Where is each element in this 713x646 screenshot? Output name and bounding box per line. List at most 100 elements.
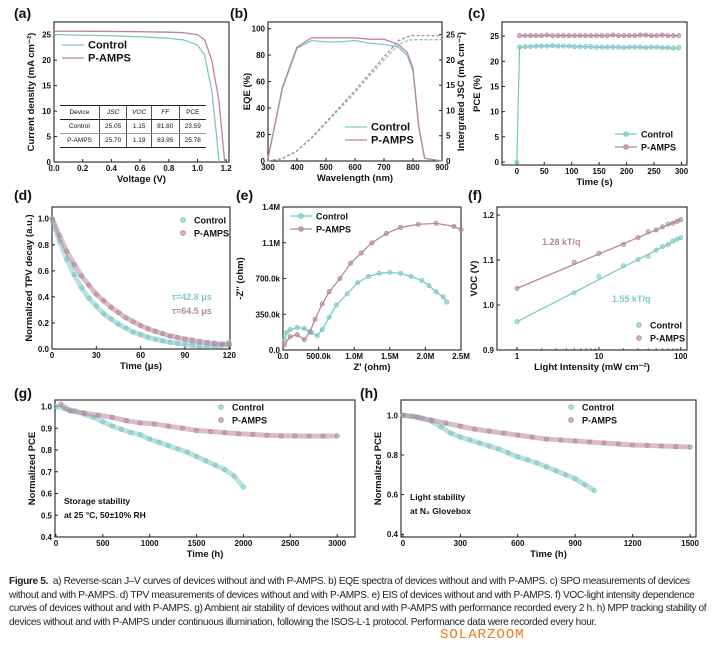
x-axis-label: Z' (ohm) <box>353 362 390 373</box>
annotation: Light stability <box>410 492 466 502</box>
data-point-control <box>71 272 77 278</box>
y-tick-label: 0 <box>47 158 52 167</box>
data-point-p-amps <box>222 430 228 436</box>
x-tick-label: 100 <box>565 167 579 176</box>
data-point-control <box>543 464 549 470</box>
y-tick-label: 350.0k <box>256 310 281 319</box>
x-tick-label: 800 <box>406 163 420 172</box>
data-point-control <box>231 473 237 479</box>
y-tick-label: 80 <box>256 51 265 60</box>
x-axis-label: Voltage (V) <box>117 174 166 185</box>
data-point-control <box>165 443 171 449</box>
y-tick-label: 10 <box>42 107 51 116</box>
data-point-p-amps <box>211 340 217 346</box>
data-point-control <box>53 404 59 410</box>
jv-parameter-table: Device JSC VOC FF PCE Control 25.05 1.15… <box>60 105 206 148</box>
x-tick-label: 0 <box>401 539 406 548</box>
data-point-p-amps <box>517 33 523 39</box>
data-point-p-amps <box>56 233 62 239</box>
plot-frame <box>53 21 230 163</box>
y-tick-label: 0.2 <box>38 319 50 328</box>
y-tick-label: 0 <box>495 158 500 167</box>
data-point-p-amps <box>123 418 129 424</box>
legend-label: Control <box>316 212 348 222</box>
data-point-control <box>115 321 121 327</box>
legend-swatch-marker <box>180 230 186 236</box>
x-tick-label: 50 <box>540 167 549 176</box>
data-point-p-amps <box>151 421 157 427</box>
data-point-control <box>637 44 643 50</box>
x-tick-label: 1 <box>515 352 520 361</box>
data-point-control <box>203 458 209 464</box>
data-point-p-amps <box>621 33 627 39</box>
data-point-p-amps <box>400 412 406 418</box>
data-point-control <box>128 430 134 436</box>
annotation: τ=42.8 μs <box>172 292 212 302</box>
data-point-control <box>130 329 136 335</box>
data-point-p-amps <box>593 33 599 39</box>
y-axis-label: Current density (mA cm⁻²) <box>26 33 37 152</box>
data-point-p-amps <box>130 319 136 325</box>
data-point-control <box>184 449 190 455</box>
panel-d: (d) 0 30 60 90 120 0.0 0.2 0.4 0.6 0.8 1.0 Time (μs)… <box>14 187 236 372</box>
data-point-p-amps <box>644 442 650 448</box>
data-point-control <box>145 334 151 340</box>
x-tick-label: 30 <box>92 351 101 360</box>
x-tick-label: 300 <box>261 163 275 172</box>
data-point-control <box>517 44 523 50</box>
y-axis-label: Normalized TPV decay (a.u.) <box>24 214 35 341</box>
data-point-p-amps <box>643 32 649 38</box>
data-point-control <box>444 299 450 305</box>
data-point-p-amps <box>312 316 318 322</box>
data-point-p-amps <box>86 282 92 288</box>
data-point-p-amps <box>348 260 354 266</box>
annotation: 1.55 kT/q <box>612 294 651 304</box>
data-point-control <box>93 303 99 309</box>
panel-label: (h) <box>360 385 378 401</box>
legend-label: Control <box>641 130 673 140</box>
y-tick-label: 1.2 <box>483 211 495 220</box>
data-point-p-amps <box>626 33 632 39</box>
y-tick-label: 1.1M <box>262 239 280 248</box>
data-point-control <box>294 325 300 331</box>
legend-label: Control <box>232 403 264 413</box>
data-point-control <box>610 44 616 50</box>
x-tick-label: 1.0 <box>192 164 204 173</box>
data-point-control <box>528 44 534 50</box>
data-point-control <box>314 333 320 339</box>
data-point-control <box>137 432 143 438</box>
data-point-p-amps <box>138 323 144 329</box>
data-point-control <box>665 45 671 51</box>
legend-label: Control <box>88 40 127 52</box>
data-point-p-amps <box>560 33 566 39</box>
x-tick-label: 2.5M <box>452 352 470 361</box>
data-point-control <box>212 462 218 468</box>
y-tick-label: 10 <box>490 108 499 117</box>
data-point-p-amps <box>601 440 607 446</box>
data-point-control <box>433 289 439 295</box>
x-tick-label: 100 <box>674 352 688 361</box>
legend-label: P-AMPS <box>194 229 229 239</box>
data-point-control <box>599 44 605 50</box>
data-point-p-amps <box>67 408 73 414</box>
data-point-control <box>123 325 129 331</box>
data-point-control <box>419 278 425 284</box>
data-point-p-amps <box>632 33 638 39</box>
data-point-p-amps <box>648 33 654 39</box>
legend-swatch-marker <box>623 131 629 137</box>
data-point-p-amps <box>555 33 561 39</box>
data-point-p-amps <box>337 275 343 281</box>
data-point-p-amps <box>189 337 195 343</box>
y-right-axis-label: Intergrated JSC (mA cm⁻²) <box>456 32 467 151</box>
data-point-p-amps <box>197 339 203 345</box>
y-tick-label: 0.4 <box>38 293 50 302</box>
data-point-p-amps <box>528 33 534 39</box>
panel-label: (d) <box>14 187 32 203</box>
data-point-control <box>301 326 307 332</box>
series-line-control-fit <box>516 237 682 323</box>
y-tick-label: 20 <box>256 131 265 140</box>
panel-label: (f) <box>468 187 482 203</box>
plot-frame <box>501 21 688 166</box>
series-dashed-line-p-amps <box>267 34 442 162</box>
data-point-p-amps <box>292 433 298 439</box>
